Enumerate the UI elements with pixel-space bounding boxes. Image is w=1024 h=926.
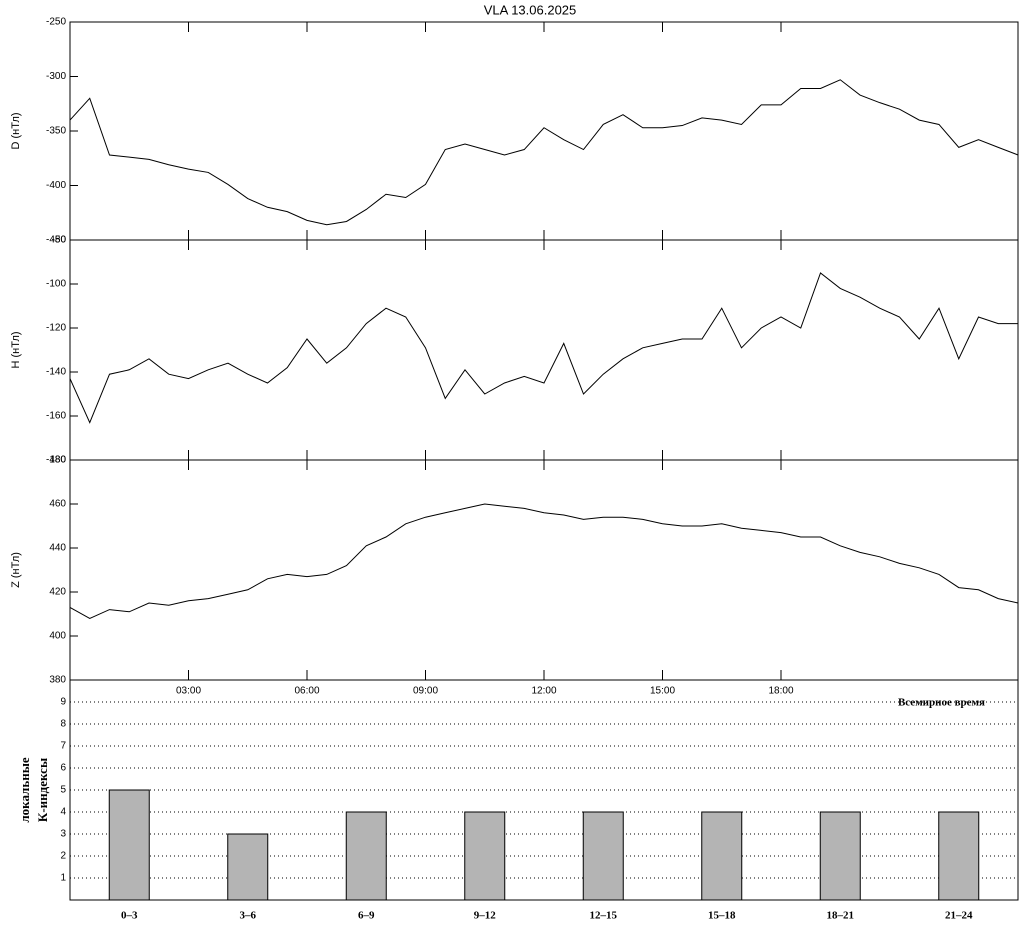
y-tick-label: 480 — [49, 455, 66, 466]
x-tick-label: 6–9 — [358, 910, 375, 921]
x-tick-label: 18:00 — [768, 686, 793, 697]
y-tick-label: -250 — [46, 17, 66, 28]
y-axis-label: Z (нТл) — [10, 552, 22, 588]
x-tick-label: 21–24 — [945, 910, 973, 921]
bar — [701, 811, 743, 901]
x-tick-label: 09:00 — [413, 686, 438, 697]
plot-frame — [69, 679, 1019, 901]
y-tick-label: 8 — [60, 719, 66, 730]
y-axis-label: D (нТл) — [10, 112, 22, 149]
y-axis-label: H (нТл) — [10, 331, 22, 368]
y-tick-label: -300 — [46, 71, 66, 82]
bar — [938, 811, 980, 901]
bar — [582, 811, 624, 901]
y-tick-label: -120 — [46, 323, 66, 334]
y-tick-label: 1 — [60, 873, 66, 884]
y-tick-label: 400 — [49, 631, 66, 642]
bar — [819, 811, 861, 901]
x-tick-label: 3–6 — [240, 910, 257, 921]
y-tick-label: 380 — [49, 675, 66, 686]
y-tick-label: 7 — [60, 741, 66, 752]
data-line — [69, 503, 1019, 619]
y-tick-label: 420 — [49, 587, 66, 598]
data-line — [69, 272, 1018, 424]
bar — [227, 833, 269, 901]
y-tick-label: 4 — [60, 807, 66, 818]
y-tick-label: -400 — [46, 180, 66, 191]
x-tick-label: 12:00 — [531, 686, 556, 697]
y-tick-label: -140 — [46, 367, 66, 378]
y-tick-label: -80 — [52, 235, 67, 246]
x-tick-label: 15–18 — [708, 910, 736, 921]
x-tick-label: 18–21 — [827, 910, 855, 921]
y-tick-label: 6 — [60, 763, 66, 774]
y-tick-label: 3 — [60, 829, 66, 840]
chart-title: VLA 13.06.2025 — [484, 2, 577, 17]
y-tick-label: 460 — [49, 499, 66, 510]
y-axis-label: К-индексы — [35, 758, 50, 822]
y-tick-label: -100 — [46, 279, 66, 290]
x-tick-label: 15:00 — [650, 686, 675, 697]
y-tick-label: 2 — [60, 851, 66, 862]
x-tick-label: 9–12 — [474, 910, 497, 921]
y-tick-label: -160 — [46, 411, 66, 422]
y-tick-label: 9 — [60, 697, 66, 708]
x-tick-label: 03:00 — [176, 686, 201, 697]
y-tick-label: 440 — [49, 543, 66, 554]
bar — [108, 789, 150, 901]
data-line — [69, 79, 1019, 226]
plot-frame — [69, 459, 1019, 681]
x-tick-label: 12–15 — [590, 910, 618, 921]
y-tick-label: 5 — [60, 785, 66, 796]
plot-frame — [69, 239, 1019, 461]
bar — [464, 811, 506, 901]
x-tick-label: 0–3 — [121, 910, 138, 921]
y-tick-label: -350 — [46, 126, 66, 137]
y-tick-label: -180 — [46, 455, 66, 466]
y-tick-label: -450 — [46, 235, 66, 246]
y-axis-label: локальные — [17, 757, 32, 823]
bar — [345, 811, 387, 901]
x-axis-label: Всемирное время — [898, 697, 985, 709]
x-tick-label: 06:00 — [294, 686, 319, 697]
plot-frame — [69, 21, 1019, 241]
